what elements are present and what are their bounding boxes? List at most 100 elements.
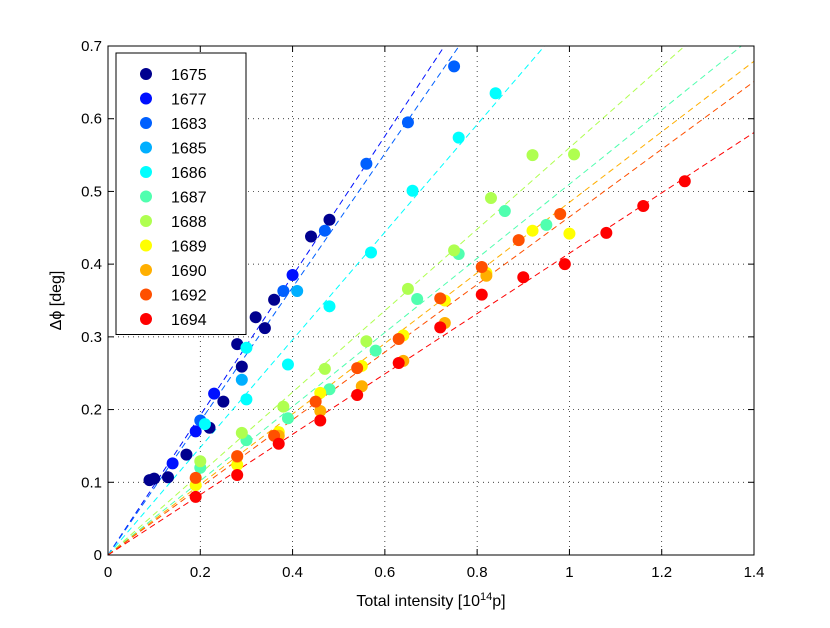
data-point (600, 226, 613, 239)
data-point (401, 116, 414, 129)
series-1686 (198, 87, 502, 431)
legend-marker (140, 166, 152, 178)
data-point (281, 412, 294, 425)
legend-label: 1688 (171, 214, 207, 231)
data-point (286, 269, 299, 282)
legend-marker (140, 92, 152, 105)
data-point (235, 373, 248, 386)
data-point (434, 292, 447, 305)
data-point (235, 360, 248, 373)
data-point (318, 362, 331, 375)
data-point (351, 389, 364, 402)
data-point (272, 437, 285, 450)
legend-label: 1694 (171, 312, 207, 329)
legend-marker (140, 264, 152, 276)
series-1688 (194, 148, 581, 468)
data-point (231, 469, 244, 482)
legend-marker (140, 215, 152, 227)
data-point (489, 87, 502, 100)
data-point (498, 205, 511, 218)
legend-box (115, 52, 247, 335)
legend-label: 1677 (171, 92, 207, 109)
data-point (323, 213, 336, 226)
legend-marker (140, 117, 152, 129)
data-point (318, 224, 331, 237)
series-1685 (235, 285, 304, 386)
data-point (166, 457, 179, 470)
data-point (434, 321, 447, 334)
x-tick-label: 0.4 (282, 564, 303, 581)
x-tick-label: 1.2 (651, 564, 672, 581)
data-point (526, 149, 539, 162)
fit-line (107, 81, 755, 556)
data-point (189, 490, 202, 503)
data-point (161, 471, 174, 484)
data-point (360, 157, 373, 170)
data-point (198, 418, 211, 431)
data-point (448, 244, 461, 257)
legend: 1675 1677 1683 1685 1686 1687 1688 1689 1690 1692… (115, 52, 247, 335)
y-tick-label: 0.1 (81, 474, 102, 491)
data-point (554, 207, 567, 220)
x-tick-label: 1 (565, 564, 573, 581)
data-point (323, 383, 336, 396)
legend-marker (140, 141, 152, 154)
data-point (249, 311, 262, 324)
data-point (526, 224, 539, 237)
data-point (268, 293, 281, 306)
series-1677 (166, 269, 299, 470)
series-1692 (189, 207, 567, 484)
data-point (360, 335, 373, 348)
fit-line (107, 45, 460, 556)
y-tick-label: 0.7 (81, 38, 102, 55)
data-point (240, 341, 253, 354)
data-point (512, 234, 525, 247)
y-tick-label: 0.5 (81, 183, 102, 200)
series-1694 (189, 175, 691, 503)
legend-label: 1687 (171, 190, 207, 207)
data-point (189, 471, 202, 484)
data-point (258, 322, 271, 335)
series-1683 (194, 60, 461, 427)
data-point (277, 285, 290, 298)
y-tick-label: 0.6 (81, 111, 102, 128)
data-point (231, 450, 244, 463)
data-point (351, 362, 364, 375)
data-point (208, 387, 221, 400)
data-point (540, 218, 553, 231)
data-point (568, 148, 581, 161)
data-point (309, 395, 322, 408)
legend-marker (140, 190, 152, 203)
data-point (180, 448, 193, 461)
data-points (143, 60, 691, 503)
legend-marker (140, 313, 152, 325)
data-point (392, 333, 405, 346)
legend-label: 1690 (171, 263, 207, 280)
legend-label: 1686 (171, 165, 207, 182)
legend-marker (140, 68, 152, 80)
data-point (231, 338, 244, 351)
legend-marker (140, 288, 152, 301)
legend-label: 1689 (171, 239, 207, 256)
data-point (475, 261, 488, 274)
data-point (291, 285, 304, 298)
legend-label: 1683 (171, 116, 207, 133)
data-point (314, 414, 327, 427)
series-1675 (143, 213, 336, 487)
legend-label: 1692 (171, 288, 207, 305)
fit-line (107, 45, 686, 556)
data-point (678, 175, 691, 188)
y-axis-label: Δϕ [deg] (48, 271, 65, 331)
data-point (281, 358, 294, 371)
legend-marker (140, 239, 152, 252)
axis-ticks: 0 0.2 0.4 0.6 0.8 1 1.2 1.4 0 0.1 0.2 0.3 0.4 0.5 0.6 0… (81, 38, 764, 581)
fit-line (107, 45, 545, 556)
y-tick-label: 0.4 (81, 256, 102, 273)
data-point (406, 184, 419, 197)
data-point (235, 426, 248, 439)
y-tick-label: 0.2 (81, 402, 102, 419)
x-tick-label: 0.2 (190, 564, 211, 581)
plot-frame (107, 45, 755, 556)
data-point (475, 288, 488, 301)
data-point (448, 60, 461, 73)
